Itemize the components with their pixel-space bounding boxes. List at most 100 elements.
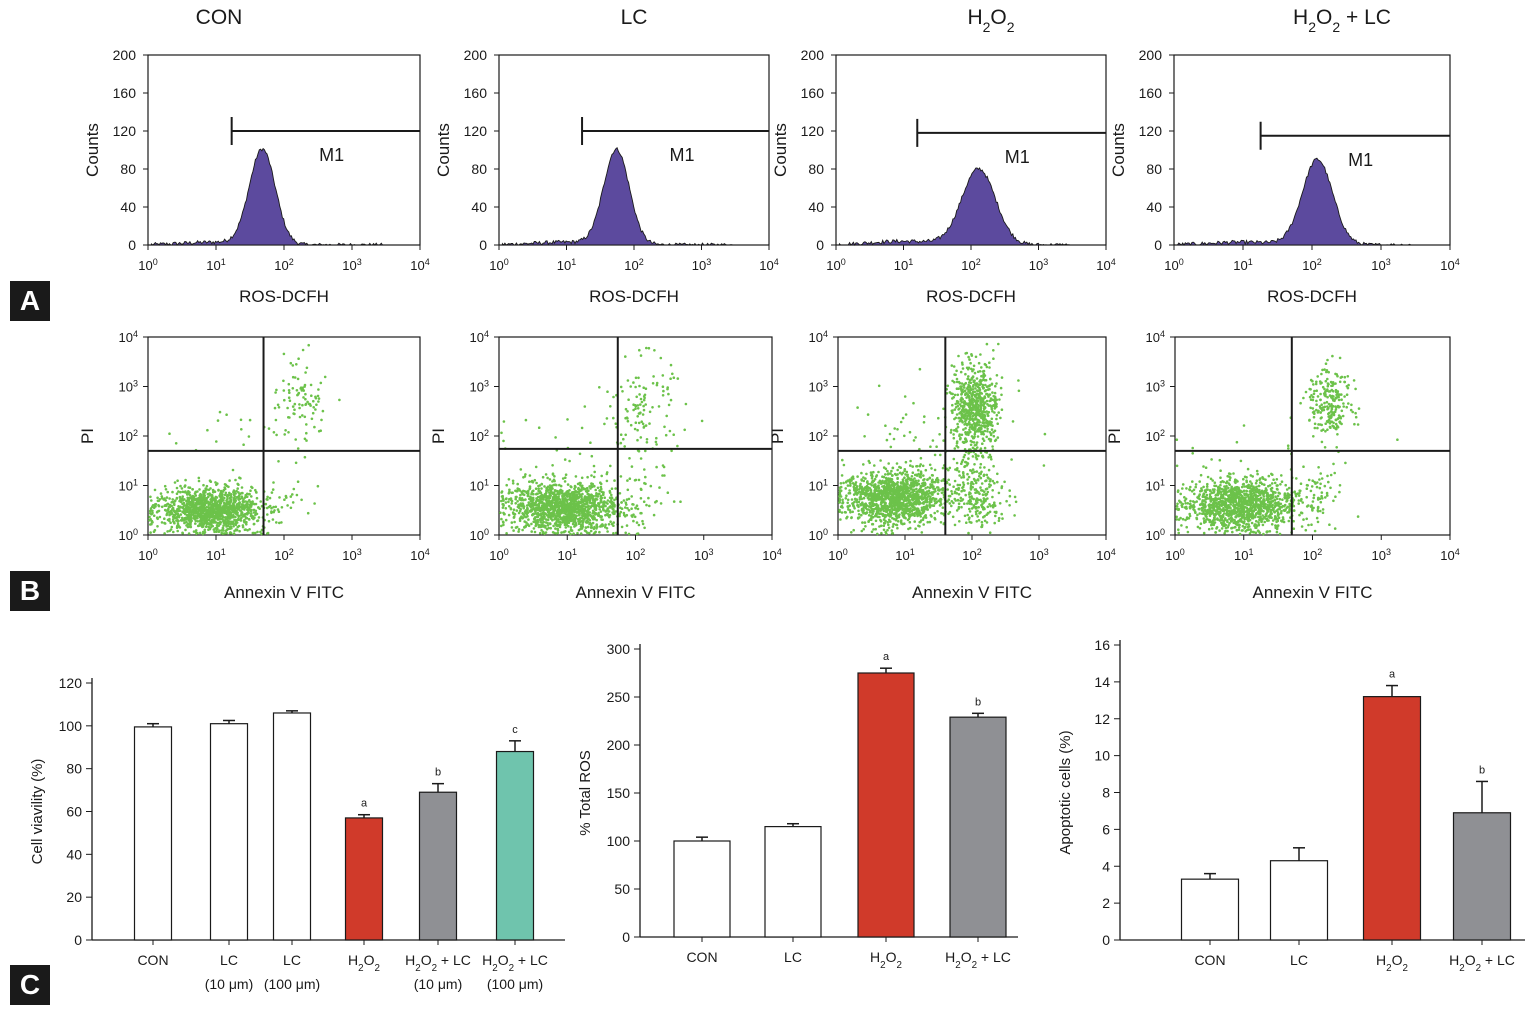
x-tick-label: 104 — [410, 547, 429, 563]
scatter-point — [558, 525, 562, 529]
scatter-point — [540, 487, 543, 490]
scatter-point — [305, 439, 308, 442]
scatter-point — [502, 523, 505, 527]
scatter-point — [952, 433, 955, 436]
scatter-point — [994, 384, 997, 388]
scatter-point — [167, 505, 171, 509]
scatter-point — [302, 396, 305, 399]
scatter-point — [546, 524, 550, 527]
scatter-point — [638, 384, 641, 388]
scatter-point — [563, 501, 566, 505]
scatter-point — [904, 460, 908, 464]
scatter-point — [238, 529, 241, 533]
scatter-point — [512, 508, 516, 512]
scatter-point — [530, 530, 533, 533]
scatter-point — [936, 486, 940, 489]
scatter-point — [595, 504, 599, 507]
y-tick-label: 104 — [470, 329, 489, 345]
scatter-point — [964, 352, 967, 355]
scatter-point — [593, 525, 596, 529]
scatter-point — [562, 494, 565, 498]
scatter-point — [148, 512, 152, 515]
scatter-point — [170, 501, 173, 504]
scatter-point — [634, 421, 638, 425]
x-tick-label: 101 — [558, 547, 577, 563]
scatter-point — [845, 516, 848, 520]
scatter-point — [933, 517, 937, 521]
scatter-point — [896, 494, 899, 498]
x-tick-label: 102 — [624, 257, 643, 273]
scatter-point — [545, 507, 549, 510]
scatter-point — [509, 507, 513, 511]
scatter-point — [225, 525, 228, 528]
scatter-point — [626, 488, 630, 492]
scatter-point — [275, 521, 278, 524]
scatter-point — [597, 502, 600, 505]
scatter-point — [194, 503, 198, 507]
scatter-point — [227, 510, 230, 513]
scatter-point — [644, 482, 647, 486]
scatter-point — [584, 520, 588, 524]
scatter-point — [596, 486, 600, 490]
scatter-point — [844, 497, 848, 500]
scatter-point — [879, 480, 882, 484]
scatter-point — [922, 523, 925, 526]
scatter-point — [243, 518, 246, 522]
scatter-point — [908, 494, 911, 498]
scatter-point — [953, 447, 957, 450]
scatter-point — [883, 501, 887, 504]
annexin-scatter-1: 100100101101102102103103104104PIAnnexin … — [429, 329, 782, 602]
scatter-point — [644, 449, 647, 453]
scatter-point — [193, 509, 196, 512]
scatter-point — [544, 512, 547, 516]
scatter-point — [637, 523, 641, 527]
scatter-point — [299, 386, 303, 390]
scatter-point — [177, 508, 180, 512]
scatter-point — [207, 518, 210, 522]
scatter-point — [985, 435, 988, 439]
scatter-point — [178, 499, 181, 503]
scatter-point — [176, 529, 179, 533]
scatter-point — [885, 485, 889, 489]
scatter-point — [186, 523, 190, 526]
scatter-point — [243, 520, 246, 524]
scatter-point — [580, 509, 583, 513]
scatter-point — [235, 521, 239, 524]
scatter-point — [900, 486, 904, 489]
scatter-point — [536, 503, 540, 507]
scatter-point — [933, 511, 936, 515]
scatter-point — [553, 479, 556, 483]
scatter-point — [157, 509, 161, 513]
scatter-point — [564, 473, 568, 477]
scatter-point — [895, 500, 899, 503]
scatter-point — [561, 489, 564, 493]
scatter-point — [572, 494, 575, 498]
scatter-point — [284, 429, 287, 432]
scatter-point — [225, 499, 228, 502]
scatter-point — [303, 437, 307, 441]
scatter-point — [549, 522, 552, 526]
scatter-point — [624, 433, 627, 437]
scatter-point — [583, 405, 587, 408]
scatter-point — [189, 523, 192, 527]
scatter-point — [874, 527, 877, 531]
scatter-point — [577, 513, 581, 517]
scatter-point — [846, 484, 850, 487]
scatter-point — [609, 520, 612, 523]
scatter-point — [950, 364, 954, 367]
scatter-point — [304, 392, 307, 396]
x-tick-label: 104 — [762, 547, 781, 563]
scatter-point — [583, 507, 587, 511]
scatter-point — [205, 505, 208, 509]
y-tick-label: 0 — [816, 237, 824, 253]
scatter-point — [573, 505, 576, 508]
scatter-point — [312, 406, 316, 409]
scatter-point — [840, 504, 844, 508]
scatter-point — [655, 465, 658, 469]
scatter-point — [206, 500, 210, 504]
scatter-point — [636, 404, 640, 407]
scatter-point — [212, 497, 216, 500]
x-tick-label: 101 — [894, 257, 913, 273]
scatter-point — [936, 510, 939, 513]
scatter-point — [839, 482, 843, 485]
